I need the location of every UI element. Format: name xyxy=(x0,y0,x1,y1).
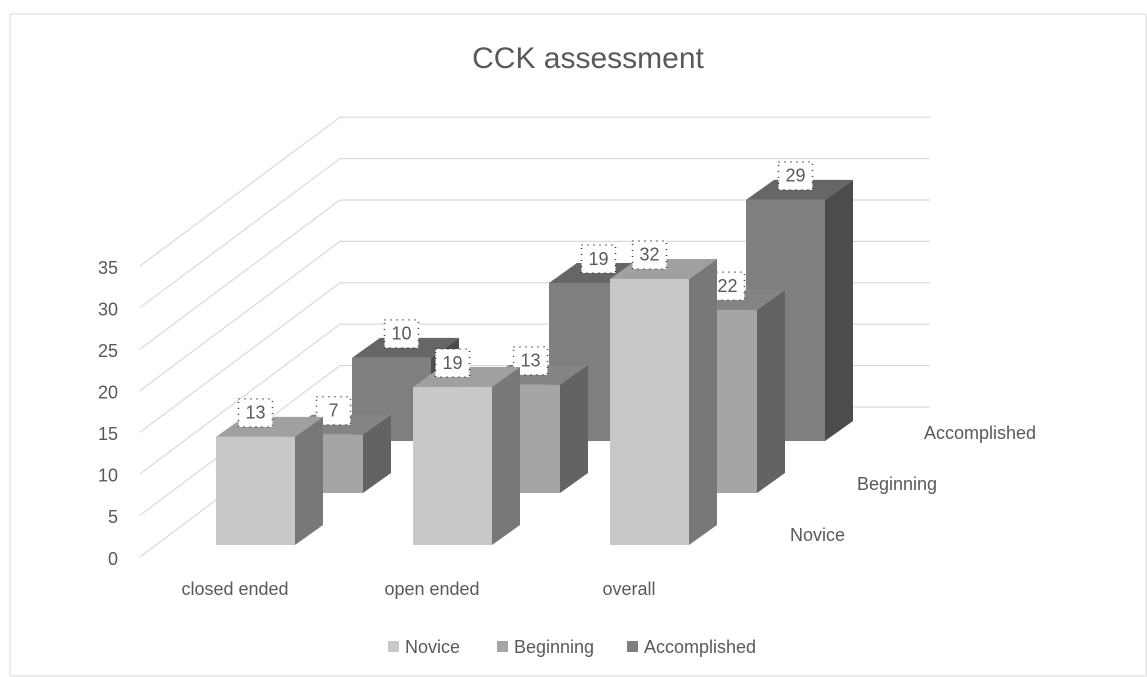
y-tick-label: 20 xyxy=(98,382,118,402)
legend-swatch xyxy=(627,641,638,652)
y-tick-label: 0 xyxy=(108,549,118,569)
bar-side xyxy=(560,364,588,493)
y-tick-label: 15 xyxy=(98,424,118,444)
data-label: 7 xyxy=(328,401,338,421)
x-tick-label: overall xyxy=(602,579,655,599)
x-tick-label: closed ended xyxy=(181,579,288,599)
bar xyxy=(216,436,295,545)
depth-label: Novice xyxy=(790,525,845,545)
data-label-box xyxy=(383,319,420,349)
data-label-box xyxy=(237,398,274,428)
grid-line xyxy=(139,199,930,350)
grid-line xyxy=(139,240,930,392)
legend-swatch xyxy=(388,641,399,652)
depth-label: Accomplished xyxy=(924,423,1036,443)
legend-swatch xyxy=(497,641,508,652)
bar xyxy=(610,278,689,545)
data-label-box xyxy=(580,244,617,274)
data-label: 29 xyxy=(785,166,805,186)
grid-line xyxy=(139,157,930,309)
y-tick-label: 5 xyxy=(108,507,118,527)
bar xyxy=(413,387,492,545)
data-label: 32 xyxy=(639,245,659,265)
bar-side xyxy=(363,414,391,493)
bar-side xyxy=(825,179,853,441)
data-label: 13 xyxy=(245,403,265,423)
chart-border xyxy=(9,13,1147,677)
data-label-box xyxy=(434,348,471,378)
y-tick-label: 25 xyxy=(98,341,118,361)
x-tick-label: open ended xyxy=(384,579,479,599)
data-label: 19 xyxy=(588,249,608,269)
depth-label: Beginning xyxy=(857,474,937,494)
legend-label: Accomplished xyxy=(644,637,756,657)
y-tick-label: 35 xyxy=(98,258,118,278)
data-label: 19 xyxy=(442,353,462,373)
grid-line xyxy=(139,116,930,267)
data-label-box xyxy=(631,240,668,270)
y-tick-label: 10 xyxy=(98,466,118,486)
bar-side xyxy=(689,258,717,545)
data-label: 10 xyxy=(391,324,411,344)
y-tick-label: 30 xyxy=(98,299,118,319)
legend-label: Beginning xyxy=(514,637,594,657)
bar-side xyxy=(295,416,323,545)
legend-label: Novice xyxy=(405,637,460,657)
data-label: 22 xyxy=(717,276,737,296)
chart-title: CCK assessment xyxy=(472,42,704,75)
data-label-box xyxy=(777,161,814,191)
bar-side xyxy=(757,290,785,493)
data-label: 13 xyxy=(520,351,540,371)
bar-side xyxy=(492,367,520,545)
